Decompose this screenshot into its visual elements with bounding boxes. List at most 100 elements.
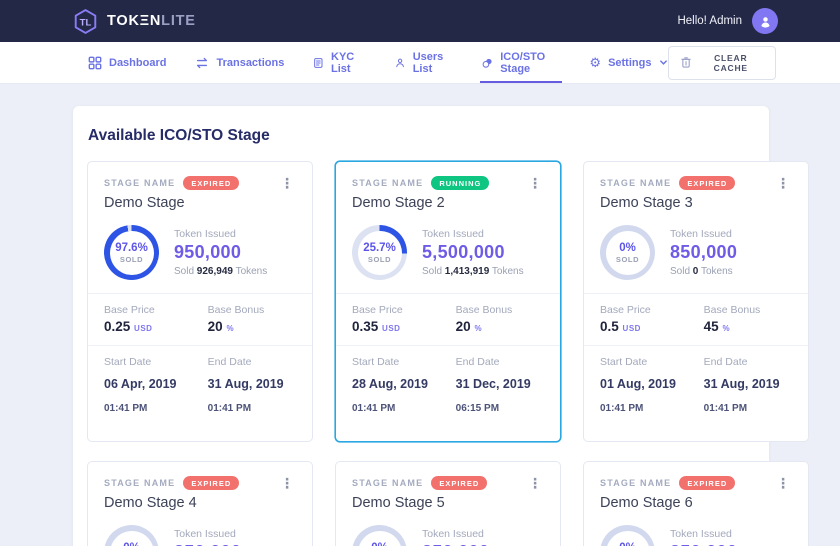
sold-label: SOLD [367, 254, 392, 264]
avatar[interactable] [752, 8, 778, 34]
brand-name-primary: TOKΞN [107, 13, 162, 29]
usd-unit: USD [134, 324, 153, 333]
nav-item-ico-sto-stage[interactable]: ICO/STO Stage [480, 42, 563, 83]
sold-prefix: Sold [670, 266, 691, 277]
end-time-value: 01:41 PM [207, 403, 252, 415]
end-date-value: 31 Dec, 2019 [455, 377, 531, 391]
content-panel: Available ICO/STO Stage STAGE NAME EXPIR… [73, 106, 809, 546]
coins-icon [482, 58, 492, 68]
end-date-label: End Date [455, 356, 500, 368]
tokens-suffix: Tokens [235, 266, 268, 277]
donut-chart: 0% SOLD [352, 525, 407, 546]
end-date-label: End Date [207, 356, 252, 368]
start-date-value: 01 Aug, 2019 [600, 377, 676, 391]
main-content: Available ICO/STO Stage STAGE NAME EXPIR… [0, 106, 840, 546]
brand: TL TOKΞNLITE [72, 8, 196, 35]
sold-label: SOLD [119, 254, 144, 264]
percent-sold-value: 0% [619, 241, 636, 254]
base-price-value: 0.35 [352, 319, 379, 334]
token-issued-value: 850,000 [670, 542, 737, 546]
more-options-icon[interactable]: ⋮ [528, 475, 542, 492]
dates-section: Start Date 28 Aug, 2019 01:41 PM End Dat… [336, 345, 560, 429]
brand-name-secondary: LITE [161, 13, 196, 29]
nav-item-transactions[interactable]: Transactions [195, 42, 284, 83]
end-date-value: 31 Aug, 2019 [703, 377, 780, 391]
nav-label-users-list: Users List [412, 50, 444, 75]
status-badge: EXPIRED [431, 476, 488, 491]
nav-item-kyc-list[interactable]: KYC List [313, 42, 366, 83]
start-date-value: 06 Apr, 2019 [104, 377, 177, 391]
nav-item-dashboard[interactable]: Dashboard [88, 42, 166, 83]
percent-unit: % [226, 324, 235, 333]
base-bonus: 20 % [456, 319, 544, 334]
donut-chart: 97.6% SOLD [104, 225, 159, 280]
svg-text:TL: TL [80, 17, 92, 28]
stage-name-label: STAGE NAME [352, 178, 424, 188]
donut-chart: 0% SOLD [600, 225, 655, 280]
more-options-icon[interactable]: ⋮ [280, 475, 294, 492]
start-date-label: Start Date [352, 356, 400, 368]
clear-cache-button[interactable]: CLEAR CACHE [668, 45, 776, 80]
sold-tokens-value: 0 [692, 266, 699, 277]
status-badge: EXPIRED [183, 476, 240, 491]
end-date: 31 Dec, 2019 06:15 PM [456, 372, 552, 418]
status-badge: EXPIRED [679, 176, 736, 190]
base-bonus: 45 % [704, 319, 792, 334]
base-price-label: Base Price [600, 304, 651, 316]
stage-card: STAGE NAME EXPIRED Demo Stage 4 ⋮ 0% SOL… [87, 461, 313, 546]
usd-unit: USD [622, 324, 641, 333]
token-issued-label: Token Issued [670, 528, 732, 541]
more-options-icon[interactable]: ⋮ [528, 175, 542, 191]
stage-name-label: STAGE NAME [600, 178, 672, 188]
stage-card: STAGE NAME EXPIRED Demo Stage 5 ⋮ 0% SOL… [335, 461, 561, 546]
more-options-icon[interactable]: ⋮ [776, 475, 790, 492]
base-price-label: Base Price [352, 304, 403, 316]
base-bonus-label: Base Bonus [703, 304, 761, 316]
price-section: Base Price 0.25 USD Base Bonus 20 % [88, 293, 312, 345]
base-price-value: 0.25 [104, 319, 131, 334]
percent-sold-value: 97.6% [115, 241, 148, 254]
stage-name-label: STAGE NAME [352, 478, 424, 489]
price-section: Base Price 0.35 USD Base Bonus 20 % [336, 293, 560, 345]
base-bonus: 20 % [208, 319, 296, 334]
gear-icon: ⚙ [589, 55, 602, 70]
end-date: 31 Aug, 2019 01:41 PM [208, 372, 304, 418]
sold-tokens-line: Sold 926,949 Tokens [174, 266, 267, 277]
nav-item-users-list[interactable]: Users List [395, 42, 453, 83]
percent-sold-value: 0% [371, 542, 388, 546]
trash-icon [681, 57, 692, 68]
status-badge: RUNNING [431, 176, 490, 190]
sold-tokens-line: Sold 0 Tokens [670, 266, 737, 277]
token-issued-value: 850,000 [670, 242, 738, 262]
more-options-icon[interactable]: ⋮ [776, 175, 790, 191]
nav-label-settings: Settings [608, 56, 652, 69]
base-price-value: 0.5 [600, 319, 619, 334]
stage-card: STAGE NAME EXPIRED Demo Stage 3 ⋮ 0% SOL… [583, 161, 809, 443]
start-time-value: 01:41 PM [104, 403, 148, 415]
main-nav: Dashboard Transactions KYC List Users Li… [0, 42, 840, 84]
nav-item-settings[interactable]: ⚙ Settings [589, 42, 668, 83]
chevron-down-icon [660, 60, 668, 65]
base-bonus-value: 45 [703, 319, 719, 334]
transfer-arrows-icon [197, 57, 208, 68]
donut-chart: 0% SOLD [104, 525, 159, 546]
sold-label: SOLD [615, 254, 640, 264]
tokens-suffix: Tokens [700, 266, 733, 277]
stage-name-label: STAGE NAME [104, 478, 176, 489]
percent-unit: % [722, 324, 731, 333]
stage-card: STAGE NAME EXPIRED Demo Stage ⋮ 97.6% SO… [87, 161, 313, 443]
greeting-text: Hello! Admin [677, 15, 742, 27]
status-badge: EXPIRED [183, 176, 240, 190]
nav-label-ico-sto-stage: ICO/STO Stage [500, 50, 546, 75]
dates-section: Start Date 01 Aug, 2019 01:41 PM End Dat… [584, 345, 808, 429]
user-icon [396, 58, 404, 67]
stage-title: Demo Stage 3 [600, 195, 693, 211]
more-options-icon[interactable]: ⋮ [280, 175, 294, 191]
base-price: 0.35 USD [352, 319, 456, 334]
token-issued-label: Token Issued [174, 528, 236, 541]
sold-prefix: Sold [422, 266, 443, 277]
document-list-icon [314, 57, 323, 68]
token-issued-label: Token Issued [422, 228, 484, 240]
sold-tokens-value: 926,949 [196, 266, 233, 277]
sold-tokens-value: 1,413,919 [444, 266, 490, 277]
